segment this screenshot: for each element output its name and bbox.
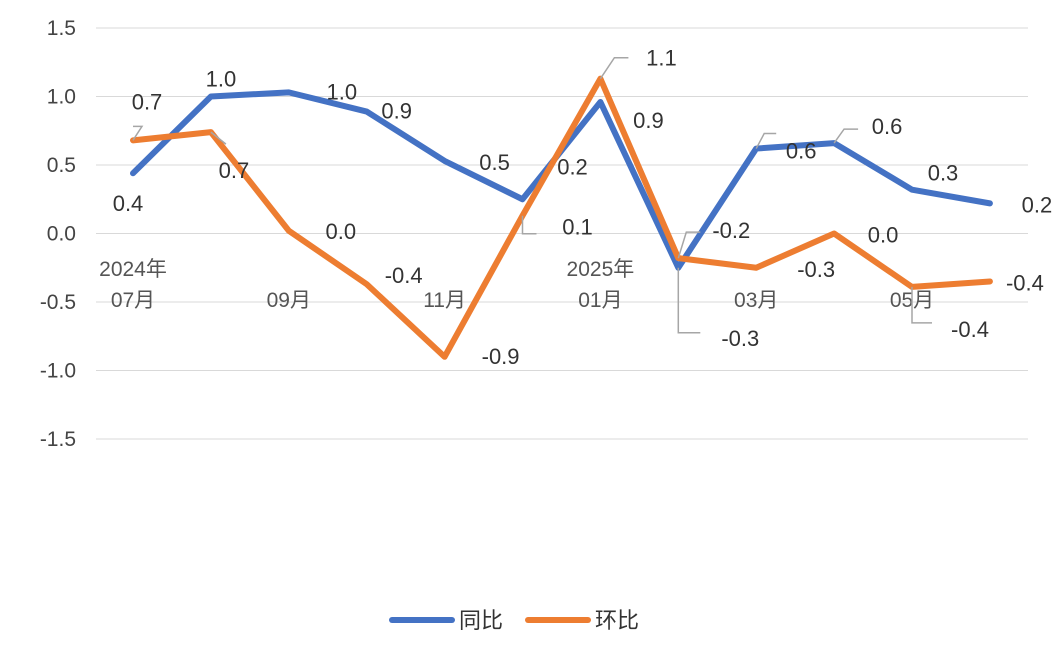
data-label-mom: 0.7 [219, 158, 250, 183]
y-tick-label: 0.0 [47, 223, 76, 246]
y-tick-label: -0.5 [40, 291, 76, 314]
data-label-mom: -0.4 [385, 263, 423, 288]
label-leader-line [599, 56, 629, 80]
data-label-yoy: 0.2 [1022, 192, 1053, 217]
label-leader-line [210, 131, 227, 145]
x-category-label: 09月 [267, 289, 311, 312]
y-tick-label: -1.0 [40, 360, 76, 383]
label-leader-line [833, 128, 859, 144]
data-label-yoy: 0.6 [872, 114, 903, 139]
y-tick-label: -1.5 [40, 428, 76, 451]
y-tick-label: 1.0 [47, 86, 76, 109]
x-category-label: 11月 [423, 289, 466, 312]
data-label-mom: -0.9 [482, 344, 520, 369]
data-label-yoy: 0.4 [113, 191, 144, 216]
label-leader-line [755, 132, 777, 149]
y-axis-tick-labels: 1.5 1.0 0.5 0.0 -0.5 -1.0 -1.5 [40, 17, 76, 451]
series-line-mom [130, 75, 993, 360]
data-label-yoy: 0.6 [786, 139, 817, 164]
data-label-yoy: 0.3 [928, 161, 959, 186]
y-tick-label: 0.5 [47, 154, 76, 177]
data-label-yoy: 0.9 [633, 108, 664, 133]
label-leader-line [677, 267, 701, 334]
data-label-yoy: 0.2 [557, 154, 588, 179]
label-leader-lines [132, 56, 932, 334]
data-label-mom: 0.0 [326, 219, 357, 244]
label-leader-line [911, 286, 932, 324]
data-label-mom: 0.7 [132, 89, 163, 114]
y-tick-label: 1.5 [47, 17, 76, 40]
data-label-yoy: 1.0 [206, 67, 237, 92]
legend-label-yoy: 同比 [459, 608, 503, 633]
label-leader-line [521, 215, 537, 235]
data-label-mom: -0.4 [951, 317, 989, 342]
data-label-mom: -0.4 [1006, 270, 1044, 295]
series-line-yoy [130, 89, 993, 271]
x-category-label: 07月 [111, 289, 155, 312]
label-leader-line [132, 125, 144, 141]
x-category-label: 2025年 [567, 258, 635, 281]
data-label-mom: 1.1 [646, 46, 677, 71]
data-label-yoy: 1.0 [327, 79, 358, 104]
data-label-yoy: 0.9 [381, 99, 412, 124]
data-label-mom: -0.3 [797, 257, 835, 282]
legend: 同比 环比 [389, 608, 639, 633]
series-lines [130, 75, 993, 360]
data-label-mom: 0.1 [562, 215, 593, 240]
x-category-label: 01月 [578, 289, 622, 312]
label-leader-line [677, 231, 701, 259]
legend-label-mom: 环比 [595, 608, 639, 633]
x-category-label: 2024年 [99, 258, 167, 281]
data-label-yoy: -0.3 [721, 326, 759, 351]
data-label-mom: 0.0 [868, 223, 899, 248]
data-label-yoy: 0.5 [479, 150, 510, 175]
x-category-label: 03月 [734, 289, 778, 312]
data-labels: 0.4 1.0 1.0 0.9 0.5 0.2 0.9 -0.3 0.6 0.6 0.3 0.2 0.7… [113, 46, 1052, 369]
data-label-mom: -0.2 [712, 218, 750, 243]
